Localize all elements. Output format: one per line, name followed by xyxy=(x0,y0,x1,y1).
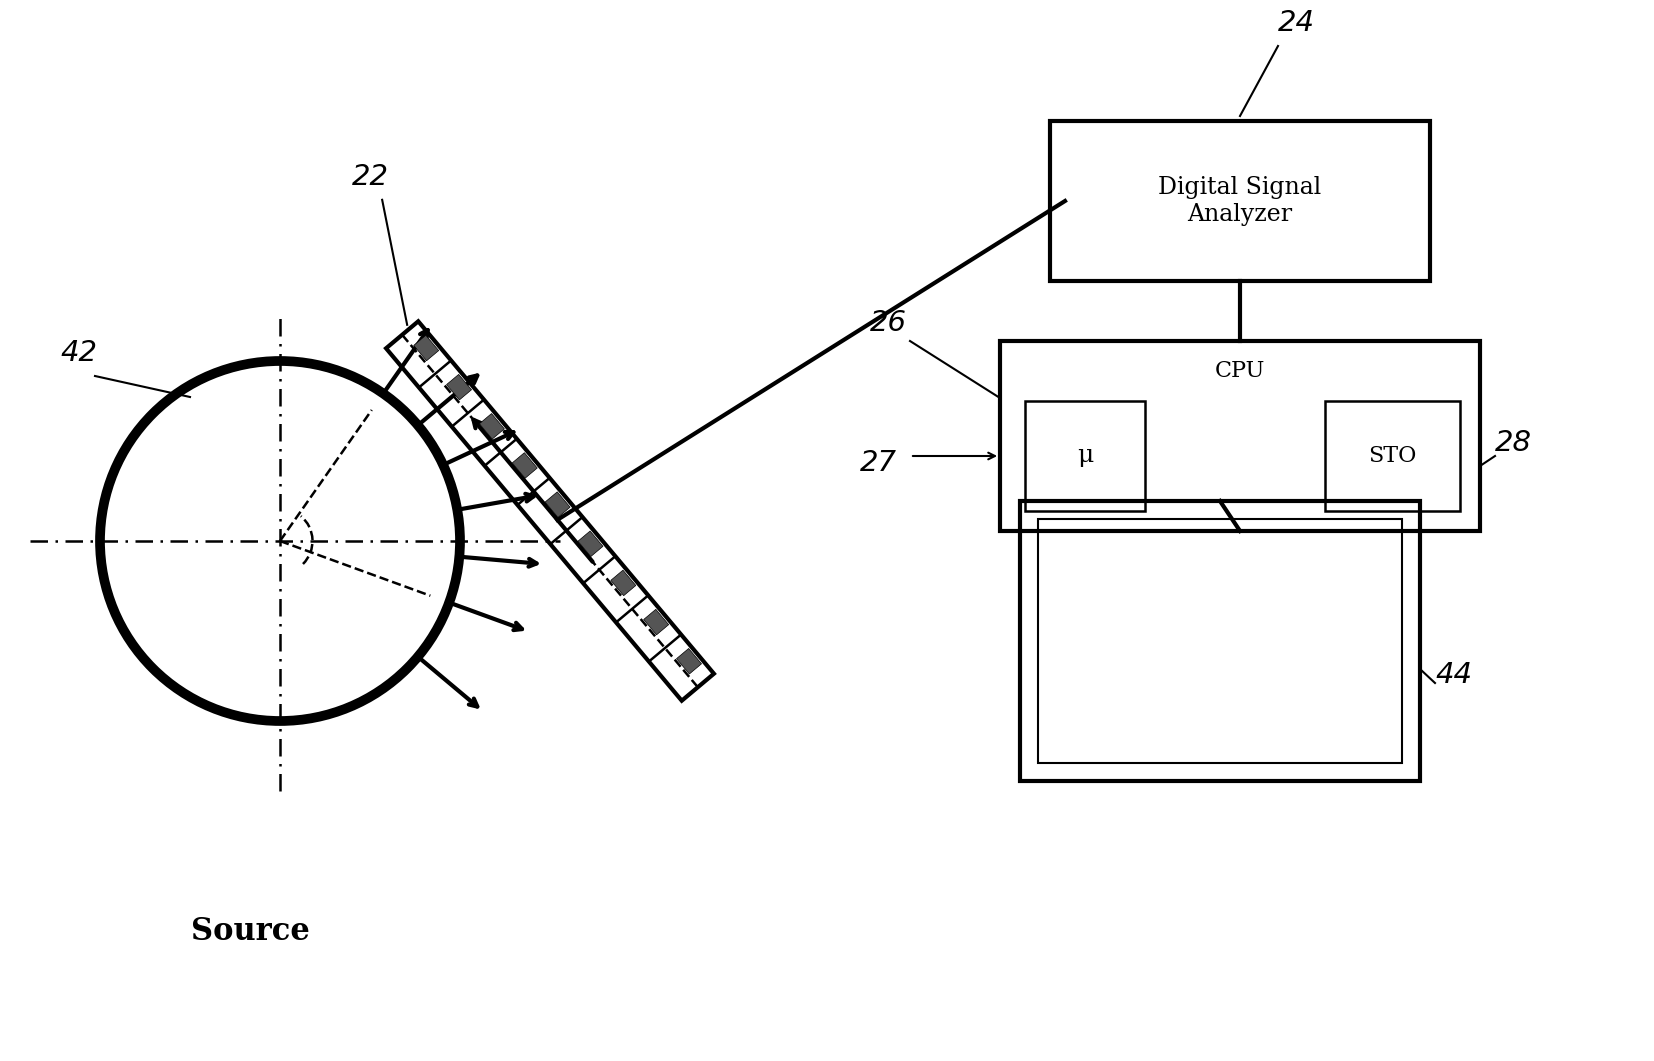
Bar xyxy=(1039,519,1403,763)
Polygon shape xyxy=(414,335,438,361)
Text: CPU: CPU xyxy=(1214,360,1265,382)
Text: 27: 27 xyxy=(860,449,896,477)
Text: 24: 24 xyxy=(1279,8,1315,37)
Polygon shape xyxy=(447,375,471,400)
Polygon shape xyxy=(577,530,604,557)
Text: 26: 26 xyxy=(870,309,906,337)
Text: μ: μ xyxy=(1077,445,1093,468)
Polygon shape xyxy=(643,609,668,634)
Polygon shape xyxy=(480,414,504,439)
Text: 22: 22 xyxy=(352,162,389,191)
Bar xyxy=(1001,341,1480,530)
Text: Source: Source xyxy=(190,916,309,946)
Bar xyxy=(1021,501,1421,781)
Text: 42: 42 xyxy=(60,340,98,367)
Text: 28: 28 xyxy=(1495,429,1532,457)
Polygon shape xyxy=(546,492,571,518)
Polygon shape xyxy=(676,648,701,674)
Text: STO: STO xyxy=(1368,445,1417,467)
Text: Digital Signal
Analyzer: Digital Signal Analyzer xyxy=(1158,176,1322,226)
Polygon shape xyxy=(513,453,538,479)
Bar xyxy=(1050,121,1431,281)
Bar xyxy=(1025,401,1145,511)
Polygon shape xyxy=(610,570,635,595)
Text: 44: 44 xyxy=(1436,661,1472,689)
Bar xyxy=(1325,401,1460,511)
